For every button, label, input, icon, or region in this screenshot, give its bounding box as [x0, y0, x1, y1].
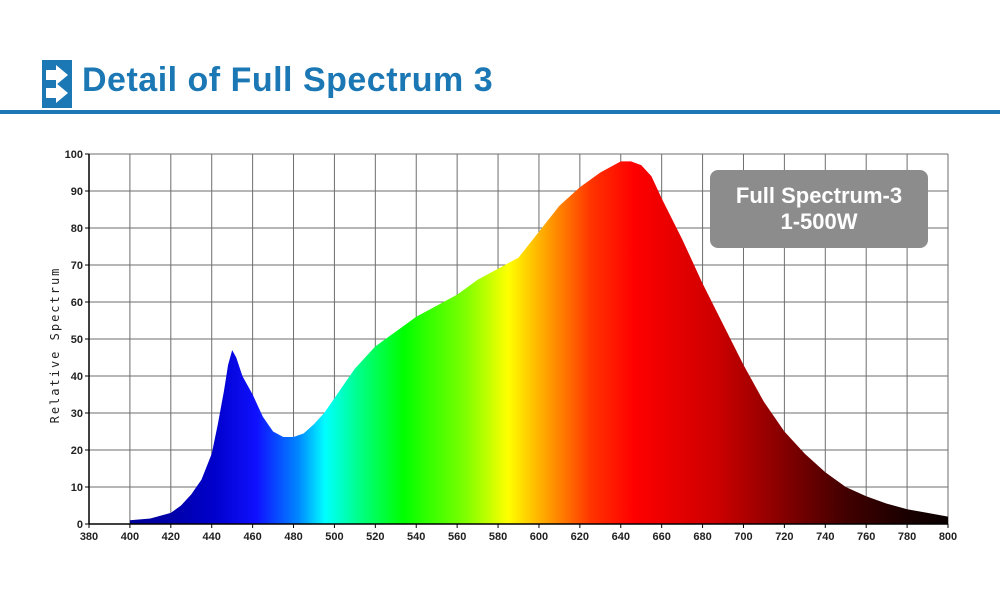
- x-tick-label: 600: [530, 531, 548, 543]
- y-tick-label: 10: [71, 482, 83, 494]
- y-tick-label: 60: [71, 297, 83, 309]
- header-divider: [0, 110, 1000, 114]
- x-tick-label: 620: [571, 531, 589, 543]
- badge-line1: Full Spectrum-3: [735, 183, 903, 208]
- page-title: Detail of Full Spectrum 3: [82, 61, 494, 99]
- x-tick-label: 740: [816, 531, 834, 543]
- double-arrow-right-icon: [42, 60, 72, 108]
- x-axis-ticks: 380 400 420 440 460 480 500 520 540 560 580 600 620 6…: [80, 524, 957, 543]
- x-tick-label: 720: [775, 531, 793, 543]
- x-tick-label: 580: [489, 531, 507, 543]
- x-tick-label: 680: [693, 531, 711, 543]
- x-tick-label: 660: [652, 531, 670, 543]
- x-tick-label: 380: [80, 531, 98, 543]
- y-tick-label: 20: [71, 445, 83, 457]
- x-tick-label: 760: [857, 531, 875, 543]
- x-tick-label: 500: [325, 531, 343, 543]
- x-tick-label: 700: [734, 531, 752, 543]
- y-tick-label: 30: [71, 408, 83, 420]
- badge-line2: 1-500W: [780, 209, 858, 234]
- x-tick-label: 520: [366, 531, 384, 543]
- x-tick-label: 480: [284, 531, 302, 543]
- y-tick-label: 70: [71, 260, 83, 272]
- x-tick-label: 420: [162, 531, 180, 543]
- x-tick-label: 800: [939, 531, 957, 543]
- spectrum-area: [129, 161, 948, 524]
- y-tick-label: 0: [77, 519, 83, 531]
- y-axis-ticks: 0 10 20 30 40 50 60 70 80 90 100: [65, 149, 89, 531]
- x-tick-label: 780: [898, 531, 916, 543]
- y-axis-label: Relative Spectrum: [48, 267, 62, 424]
- x-tick-label: 540: [407, 531, 425, 543]
- y-tick-label: 50: [71, 334, 83, 346]
- y-tick-label: 100: [65, 149, 83, 161]
- y-tick-label: 80: [71, 223, 83, 235]
- page-header: Detail of Full Spectrum 3: [0, 58, 1000, 118]
- x-tick-label: 460: [243, 531, 261, 543]
- spectrum-badge: Full Spectrum-3 1-500W: [710, 170, 928, 248]
- x-tick-label: 440: [203, 531, 221, 543]
- y-tick-label: 40: [71, 371, 83, 383]
- x-tick-label: 640: [612, 531, 630, 543]
- x-tick-label: 400: [121, 531, 139, 543]
- y-tick-label: 90: [71, 186, 83, 198]
- x-tick-label: 560: [448, 531, 466, 543]
